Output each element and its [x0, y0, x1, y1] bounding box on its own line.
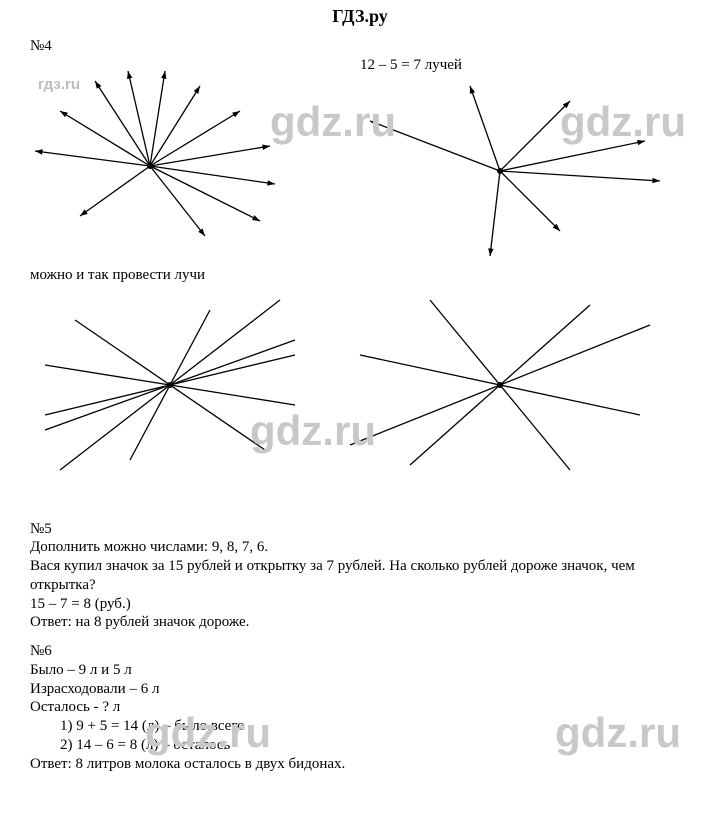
diagram-row-1: гдз.ru gdz.ru gdz.ru 12 – 5 = 7 лучей	[30, 56, 690, 266]
problem-4-note: можно и так провести лучи	[30, 266, 690, 285]
problem-5-line: Ответ: на 8 рублей значок дороже.	[30, 613, 690, 632]
page-content: №4 гдз.ru gdz.ru gdz.ru 12 – 5 = 7 лучей…	[0, 37, 720, 773]
problem-6-line: Было – 9 л и 5 л	[30, 661, 690, 680]
problem-5-line: Дополнить можно числами: 9, 8, 7, 6.	[30, 538, 690, 557]
page-header: ГДЗ.ру	[0, 0, 720, 27]
problem-4-title: №4	[30, 37, 690, 56]
problem-5: №5 Дополнить можно числами: 9, 8, 7, 6. …	[30, 520, 690, 633]
problem-6-line: Осталось - ? л	[30, 698, 690, 717]
problem-4-equation: 12 – 5 = 7 лучей	[360, 56, 462, 75]
problem-4: №4 гдз.ru gdz.ru gdz.ru 12 – 5 = 7 лучей…	[30, 37, 690, 485]
ray-diagram-svg-2	[30, 285, 690, 485]
problem-6-step: 2) 14 – 6 = 8 (л) – осталось	[30, 736, 690, 755]
problem-6: gdz.ru gdz.ru №6 Было – 9 л и 5 л Израсх…	[30, 642, 690, 773]
ray-diagram-svg-1	[30, 56, 690, 266]
problem-5-line: Вася купил значок за 15 рублей и открытк…	[30, 557, 690, 595]
problem-6-step: 1) 9 + 5 = 14 (л) – было всего	[30, 717, 690, 736]
diagram-row-2: gdz.ru	[30, 285, 690, 485]
problem-6-answer: Ответ: 8 литров молока осталось в двух б…	[30, 755, 690, 774]
problem-5-line: 15 – 7 = 8 (руб.)	[30, 595, 690, 614]
problem-6-title: №6	[30, 642, 690, 661]
problem-5-title: №5	[30, 520, 690, 539]
problem-6-line: Израсходовали – 6 л	[30, 680, 690, 699]
